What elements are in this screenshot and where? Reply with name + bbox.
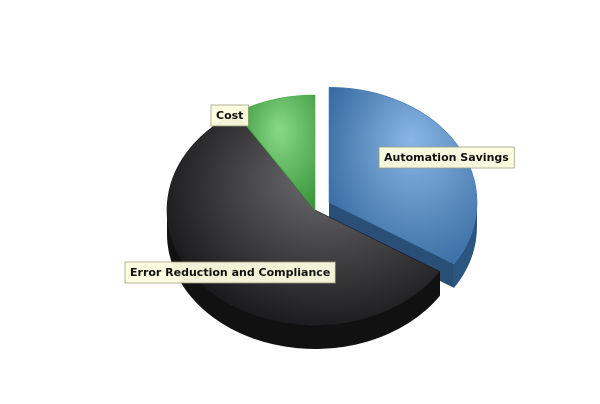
slice-label: Automation Savings xyxy=(378,146,515,169)
slice-label: Error Reduction and Compliance xyxy=(124,261,336,284)
slice-label-box xyxy=(378,146,515,169)
svg-text:Cost: Cost xyxy=(216,109,243,122)
svg-text:Automation Savings: Automation Savings xyxy=(384,151,509,164)
slice-label: Cost xyxy=(210,104,249,127)
slice-label-box xyxy=(210,104,249,127)
slice-label-box xyxy=(124,261,336,284)
svg-text:Error Reduction and Compliance: Error Reduction and Compliance xyxy=(130,266,330,279)
pie-slice-side xyxy=(167,210,440,349)
pie-slice-side xyxy=(453,202,478,288)
